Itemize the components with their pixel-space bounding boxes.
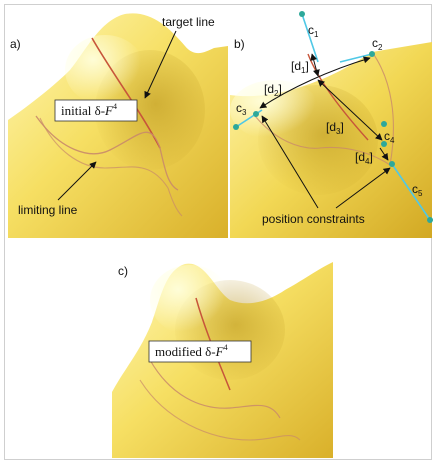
panel-a-box	[54, 99, 138, 122]
panel-b-point	[253, 111, 259, 117]
panel-a-label: a)	[10, 37, 21, 51]
panel-b-point	[369, 51, 375, 57]
panel-b-d4-arrow	[379, 147, 389, 161]
panel-b-label: b)	[234, 37, 245, 51]
panel-b: b) c1 c2 c3 c4 c5 [d1] [d2] [d3] [d4] po…	[230, 11, 433, 238]
panel-a-target-line-label: target line	[162, 15, 215, 29]
panel-b-c1-label: c1	[308, 23, 319, 39]
panel-c-label: c)	[118, 264, 128, 278]
panel-b-limiting-line	[254, 115, 391, 166]
panel-c-box-text: modified δ-F4	[155, 343, 228, 359]
panel-b-d3-label: [d3]	[326, 120, 344, 136]
panel-a-limiting-line-lower	[39, 117, 183, 217]
panel-b-c2-label: c2	[372, 36, 383, 52]
panel-a-limiting-line-label: limiting line	[18, 203, 78, 217]
panel-c-box	[148, 340, 252, 363]
panel-c-bump-light	[150, 265, 230, 335]
panel-a-box-text: initial δ-F4	[61, 102, 117, 118]
panel-b-pc-arrow-right	[335, 167, 391, 209]
panel-b-limiting-line-right	[371, 51, 394, 166]
panel-b-point	[299, 11, 305, 17]
panel-b-d1-label: [d1]	[291, 59, 309, 75]
panel-b-c5-label: c5	[412, 182, 423, 198]
panel-b-d3-arrow	[317, 79, 383, 141]
panel-b-c3-label: c3	[236, 101, 247, 117]
panel-c-limiting-line	[149, 359, 281, 419]
panel-b-curve-c5	[391, 163, 431, 221]
panel-b-point	[381, 121, 387, 127]
panel-b-c4-label: c4	[384, 129, 395, 145]
panel-b-point	[389, 161, 395, 167]
panel-a-limiting-line	[35, 115, 179, 191]
panel-a: a) initial δ-F4 target line limiting lin…	[8, 13, 228, 239]
panel-b-point	[427, 217, 433, 223]
panel-a-limiting-arrow	[57, 161, 97, 201]
panel-b-point	[381, 141, 387, 147]
panel-b-d2-arrow	[259, 56, 371, 109]
panel-b-pc-arrow-left	[261, 115, 319, 209]
panel-a-target-arrow	[144, 30, 177, 99]
panel-b-point	[233, 124, 239, 130]
panel-b-d4-label: [d4]	[355, 150, 373, 166]
panel-c-limiting-line-lower	[139, 379, 301, 441]
panel-b-position-constraints-label: position constraints	[262, 212, 365, 226]
panel-a-bump-light	[65, 35, 145, 105]
panel-b-d2-label: [d2]	[264, 82, 282, 98]
panel-c: c) modified δ-F4	[112, 262, 333, 458]
